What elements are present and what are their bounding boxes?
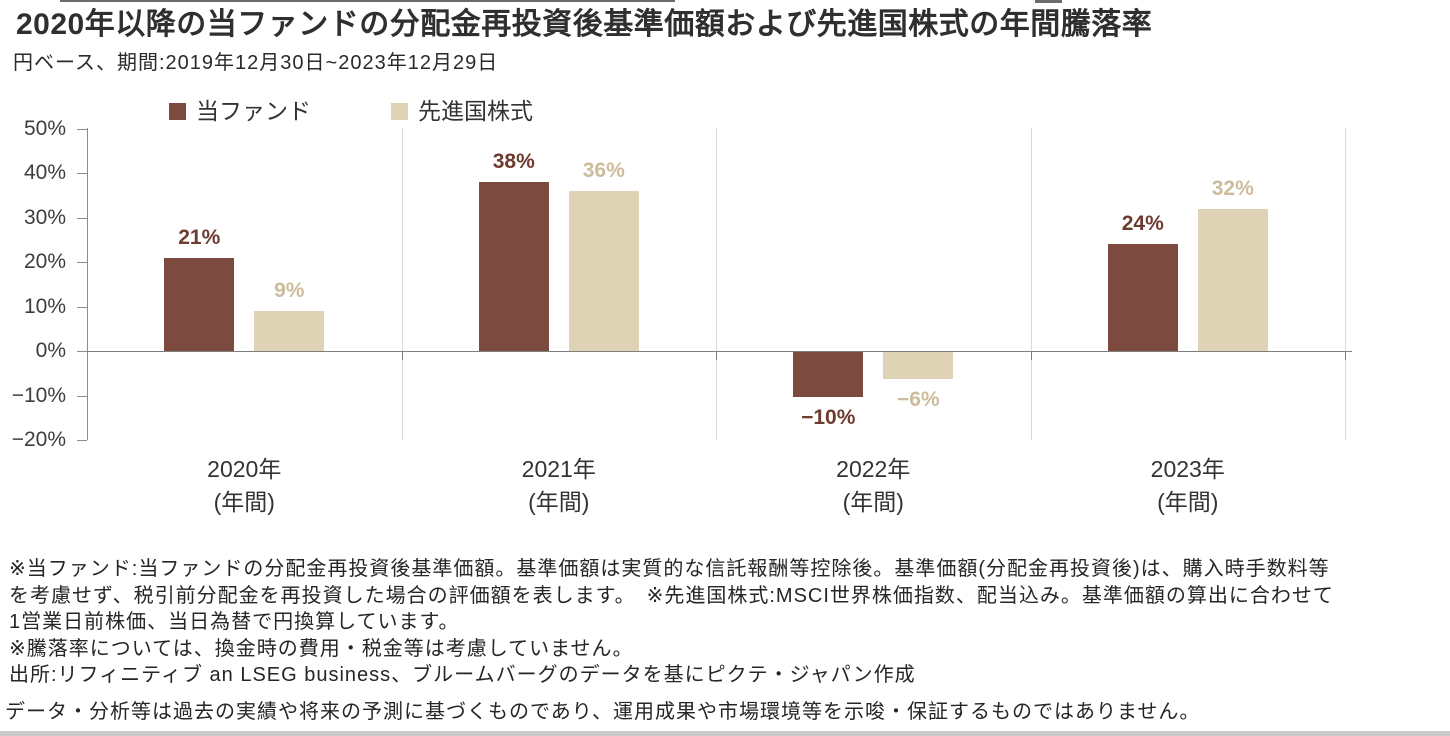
bar-value-label: −10% [801,405,856,429]
x-axis-label: 2020年 (年間) [87,453,401,519]
column-separator [716,128,717,440]
x-axis-label: 2021年 (年間) [402,453,716,519]
y-tick-label: −20% [11,428,66,451]
y-tick [77,440,87,441]
footnotes: ※当ファンド:当ファンドの分配金再投資後基準価額。基準価額は実質的な信託報酬等控… [9,556,1334,689]
y-tick [77,262,87,263]
x-label-year: 2023年 [1150,456,1225,482]
legend-label-fund: 当ファンド [196,98,311,124]
y-tick-label: 0% [35,339,66,362]
x-axis-tick [1345,351,1346,360]
y-tick-label: −10% [11,383,66,407]
footnote-line: ※騰落率については、換金時の費用・税金等は考慮していません。 [9,637,634,660]
bar-value-label: 38% [492,149,535,173]
chart-subtitle: 円ベース、期間:2019年12月30日~2023年12月29日 [13,52,499,74]
x-label-year: 2020年 [207,456,282,482]
x-label-period: (年間) [528,489,590,515]
legend-item-fund: 当ファンド [169,97,311,126]
bar-fund [793,352,864,397]
column-separator [1030,128,1032,440]
footnote-line: ※当ファンド:当ファンドの分配金再投資後基準価額。基準価額は実質的な信託報酬等控… [9,558,1330,580]
x-axis-label: 2023年 (年間) [1031,453,1345,519]
bar-chart: 50% 40% 30% 20% 10% 0% −10% −20% 21% 9% 2020年 (年間) 3… [11,116,1352,519]
footnote-line: を考慮せず、税引前分配金を再投資した場合の評価額を表します。 ※先進国株式:MS… [9,584,1334,607]
y-tick [77,351,87,352]
bar-fund [164,257,235,351]
bar-benchmark [1197,208,1268,351]
x-axis-label: 2022年 (年間) [716,453,1030,519]
legend-label-benchmark: 先進国株式 [418,98,533,124]
bar-value-label: 24% [1121,212,1164,236]
y-tick [77,395,87,397]
bar-fund [1107,244,1178,351]
x-label-period: (年間) [842,489,904,515]
legend: 当ファンド 先進国株式 [169,97,533,126]
bar-value-label: 36% [582,158,625,182]
y-tick [77,306,87,308]
bottom-band-decoration [0,731,1450,736]
y-tick-label: 30% [23,205,66,229]
disclaimer: データ・分析等は過去の実績や将来の予測に基づくものであり、運用成果や市場環境等を… [5,701,1201,723]
bar-benchmark [883,352,954,379]
top-crop-artifact [1035,0,1062,3]
y-tick-label: 10% [23,294,66,318]
bar-value-label: 9% [274,278,305,302]
footnote-line: 1営業日前株価、当日為替で円換算しています。 [9,611,460,633]
column-separator [1345,128,1346,440]
legend-item-benchmark: 先進国株式 [391,97,533,126]
y-tick-label: 40% [23,161,66,184]
bar-fund [478,181,549,351]
bar-benchmark [254,310,325,351]
x-axis-tick [401,351,403,360]
x-label-period: (年間) [1157,489,1219,515]
column-separator [401,128,403,440]
top-crop-artifact [60,0,675,2]
x-label-period: (年間) [213,489,275,515]
x-axis-tick [716,351,717,360]
y-tick [77,128,87,130]
bar-value-label: 32% [1211,176,1254,200]
y-tick-label: 50% [23,116,66,140]
zero-line [87,351,1352,352]
benchmark-swatch-icon [391,103,408,120]
fund-swatch-icon [169,103,186,120]
bar-benchmark [568,190,639,351]
y-tick [77,217,87,219]
y-tick-label: 20% [23,250,66,273]
x-axis-tick [1030,351,1032,360]
x-label-year: 2022年 [836,456,911,482]
footnote-line: 出所:リフィニティブ an LSEG business、ブルームバーグのデータを… [9,664,916,686]
bar-value-label: 21% [178,225,221,249]
y-axis-line [87,128,88,440]
y-tick [77,173,87,174]
page-title: 2020年以降の当ファンドの分配金再投資後基準価額および先進国株式の年間騰落率 [16,8,1153,41]
bar-value-label: −6% [896,387,940,411]
x-label-year: 2021年 [521,456,596,482]
